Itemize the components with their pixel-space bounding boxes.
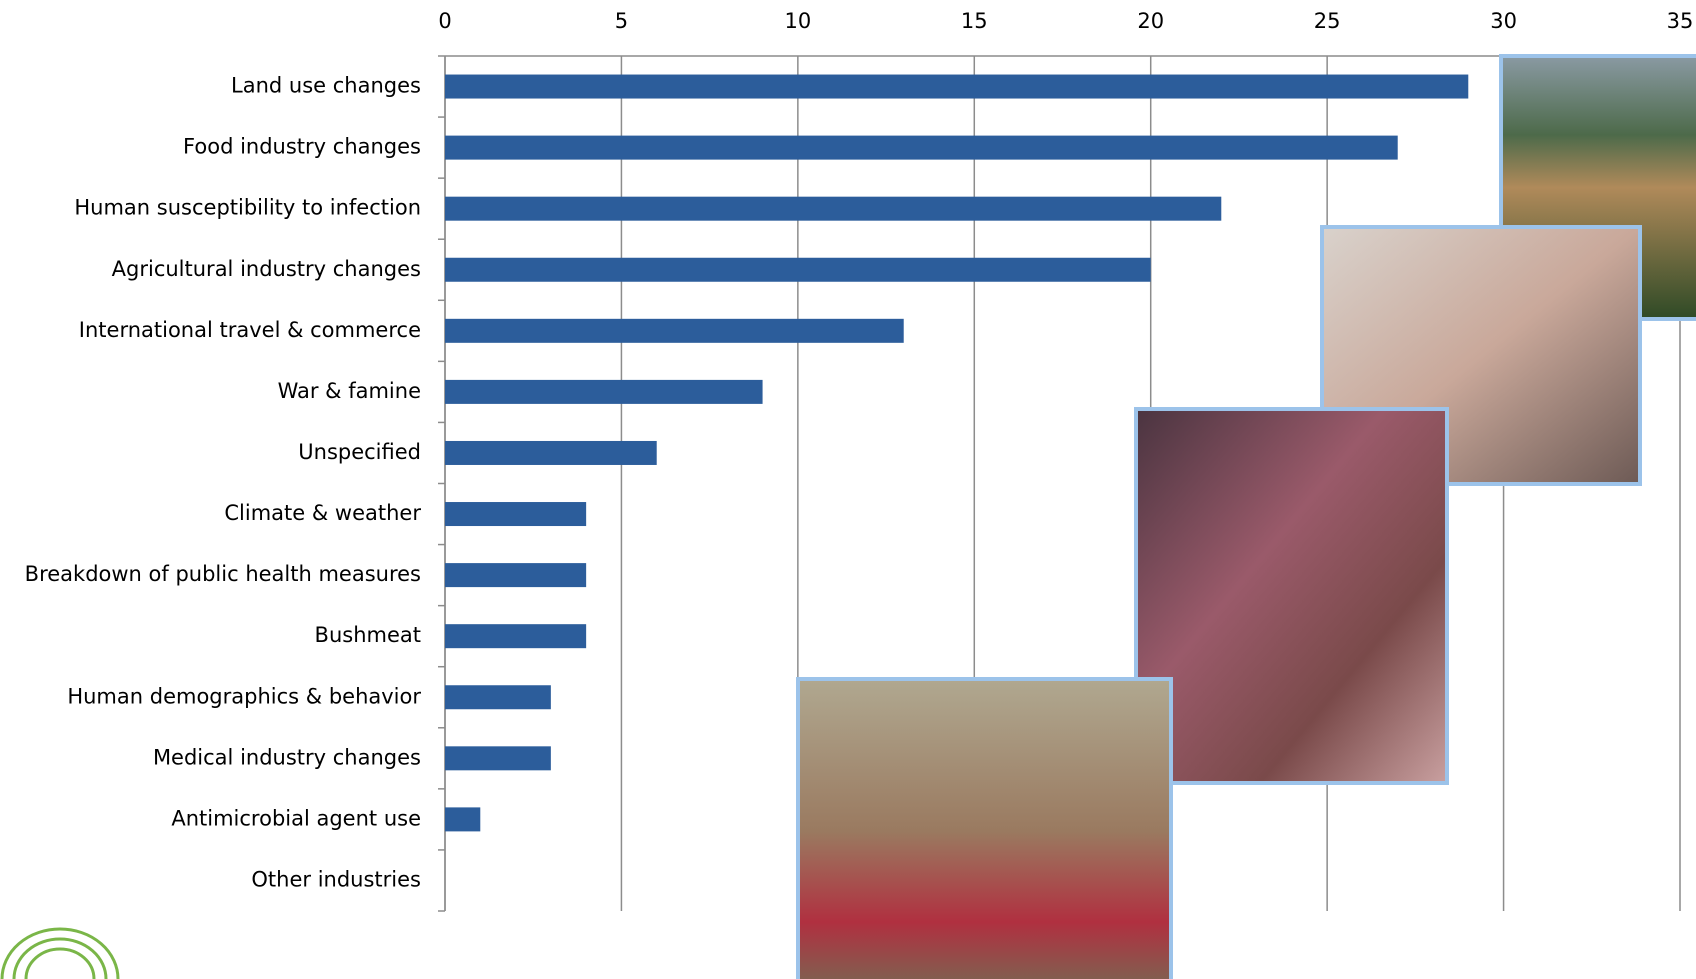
y-tick-label: Other industries [251,867,421,891]
bar [445,502,587,527]
bar [445,807,481,832]
bar [445,440,657,465]
bar [445,318,904,343]
bar [445,379,763,404]
logo [0,927,120,979]
y-tick-label: Breakdown of public health measures [25,562,421,586]
y-tick-label: War & famine [278,379,421,403]
photos [796,54,1696,979]
y-tick-label: Agricultural industry changes [112,257,421,281]
x-tick-label: 30 [1490,9,1517,33]
x-tick-label: 15 [961,9,988,33]
bar [445,563,587,588]
bar [445,257,1151,282]
y-tick-label: Climate & weather [224,501,421,525]
y-tick-label: International travel & commerce [79,318,421,342]
logo-arc [0,927,120,979]
x-tick-label: 25 [1314,9,1341,33]
x-tick-label: 35 [1667,9,1694,33]
logo-arc [24,947,96,979]
photo-market [796,677,1173,979]
bar [445,624,587,649]
bar [445,746,551,771]
y-tick-label: Food industry changes [183,135,421,159]
y-tick-label: Land use changes [231,74,421,98]
y-tick-label: Human demographics & behavior [67,684,421,708]
x-tick-label: 10 [784,9,811,33]
x-tick-label: 20 [1137,9,1164,33]
y-tick-label: Bushmeat [315,623,421,647]
y-tick-label: Unspecified [298,440,421,464]
x-tick-label: 0 [438,9,451,33]
y-tick-label: Antimicrobial agent use [171,806,421,830]
logo-arc [12,937,108,979]
axes: 0 5 10 15 20 25 30 35 Land use changes Food indus… [25,9,1694,912]
bar [445,196,1222,221]
bar [445,685,551,710]
y-tick-label: Medical industry changes [153,745,421,769]
photo-bushmeat [1134,407,1449,785]
bar [445,74,1469,99]
bar [445,135,1398,160]
x-tick-label: 5 [615,9,628,33]
y-tick-label: Human susceptibility to infection [74,196,421,220]
